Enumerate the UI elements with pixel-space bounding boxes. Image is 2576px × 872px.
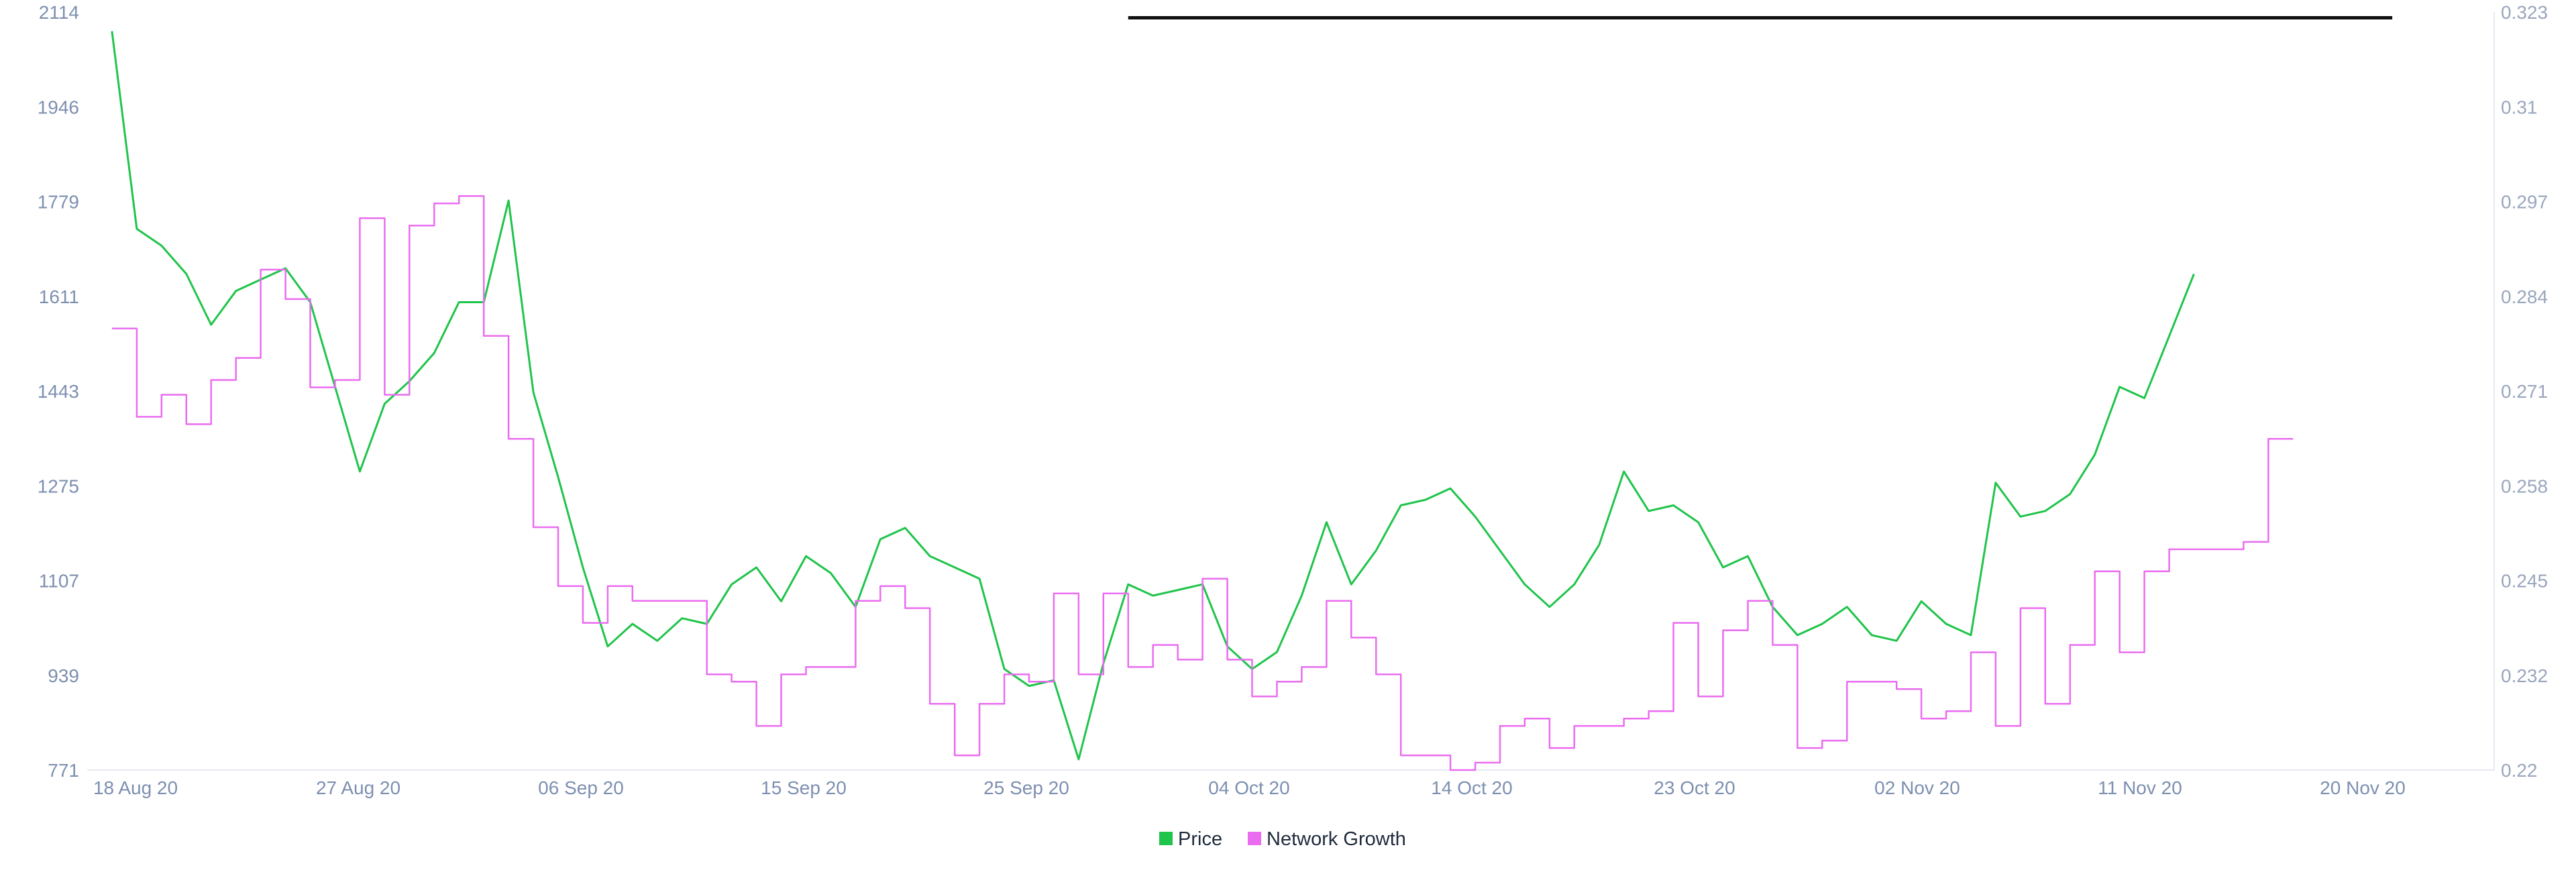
x-axis-tick-label: 04 Oct 20 <box>1208 777 1289 798</box>
x-axis-tick-label: 14 Oct 20 <box>1431 777 1512 798</box>
left-axis-tick-label: 2114 <box>39 2 79 23</box>
x-axis-tick-label: 11 Nov 20 <box>2098 777 2182 798</box>
left-axis-tick-label: 1779 <box>38 192 79 213</box>
left-axis-tick-label: 1275 <box>38 476 79 496</box>
left-axis-tick-label: 1946 <box>38 97 79 117</box>
right-axis-tick-label: 0.258 <box>2501 476 2548 496</box>
left-axis-tick-label: 1107 <box>39 571 79 592</box>
right-axis-tick-label: 0.31 <box>2501 97 2538 117</box>
right-axis-tick-label: 0.245 <box>2501 571 2548 592</box>
x-axis-tick-label: 27 Aug 20 <box>316 777 400 798</box>
legend: Price Network Growth <box>1159 828 1406 850</box>
right-axis-tick-label: 0.22 <box>2501 760 2538 781</box>
left-axis-tick-label: 771 <box>48 760 79 781</box>
x-axis-tick-label: 15 Sep 20 <box>761 777 847 798</box>
x-axis-tick-label: 02 Nov 20 <box>1874 777 1960 798</box>
left-axis-tick-label: 1611 <box>39 286 79 307</box>
left-y-axis: 2114 1946 1779 1611 1443 1275 1107 939 771 <box>38 2 79 781</box>
x-axis-tick-label: 06 Sep 20 <box>538 777 624 798</box>
right-axis-tick-label: 0.323 <box>2501 2 2548 23</box>
right-axis-tick-label: 0.232 <box>2501 665 2548 686</box>
series-layer <box>111 31 2294 771</box>
x-axis: 18 Aug 20 27 Aug 20 06 Sep 20 15 Sep 20 25 S… <box>87 769 2494 798</box>
x-axis-tick-label: 18 Aug 20 <box>93 777 178 798</box>
legend-swatch-price <box>1159 832 1173 845</box>
right-axis-tick-label: 0.297 <box>2501 192 2548 213</box>
x-axis-tick-label: 25 Sep 20 <box>983 777 1069 798</box>
x-axis-tick-label: 23 Oct 20 <box>1654 777 1735 798</box>
right-y-axis: 0.323 0.31 0.297 0.284 0.271 0.258 0.245 0.232 0… <box>2493 2 2548 781</box>
left-axis-tick-label: 1443 <box>38 381 79 402</box>
legend-label-network-growth: Network Growth <box>1267 828 1406 850</box>
series-line-price <box>111 31 2195 761</box>
right-axis-tick-label: 0.284 <box>2501 286 2548 307</box>
legend-label-price: Price <box>1178 828 1222 850</box>
legend-swatch-network-growth <box>1248 832 1261 845</box>
left-axis-tick-label: 939 <box>48 665 79 686</box>
x-axis-tick-label: 20 Nov 20 <box>2320 777 2406 798</box>
series-line-network-growth <box>111 195 2294 771</box>
right-axis-tick-label: 0.271 <box>2501 381 2548 402</box>
